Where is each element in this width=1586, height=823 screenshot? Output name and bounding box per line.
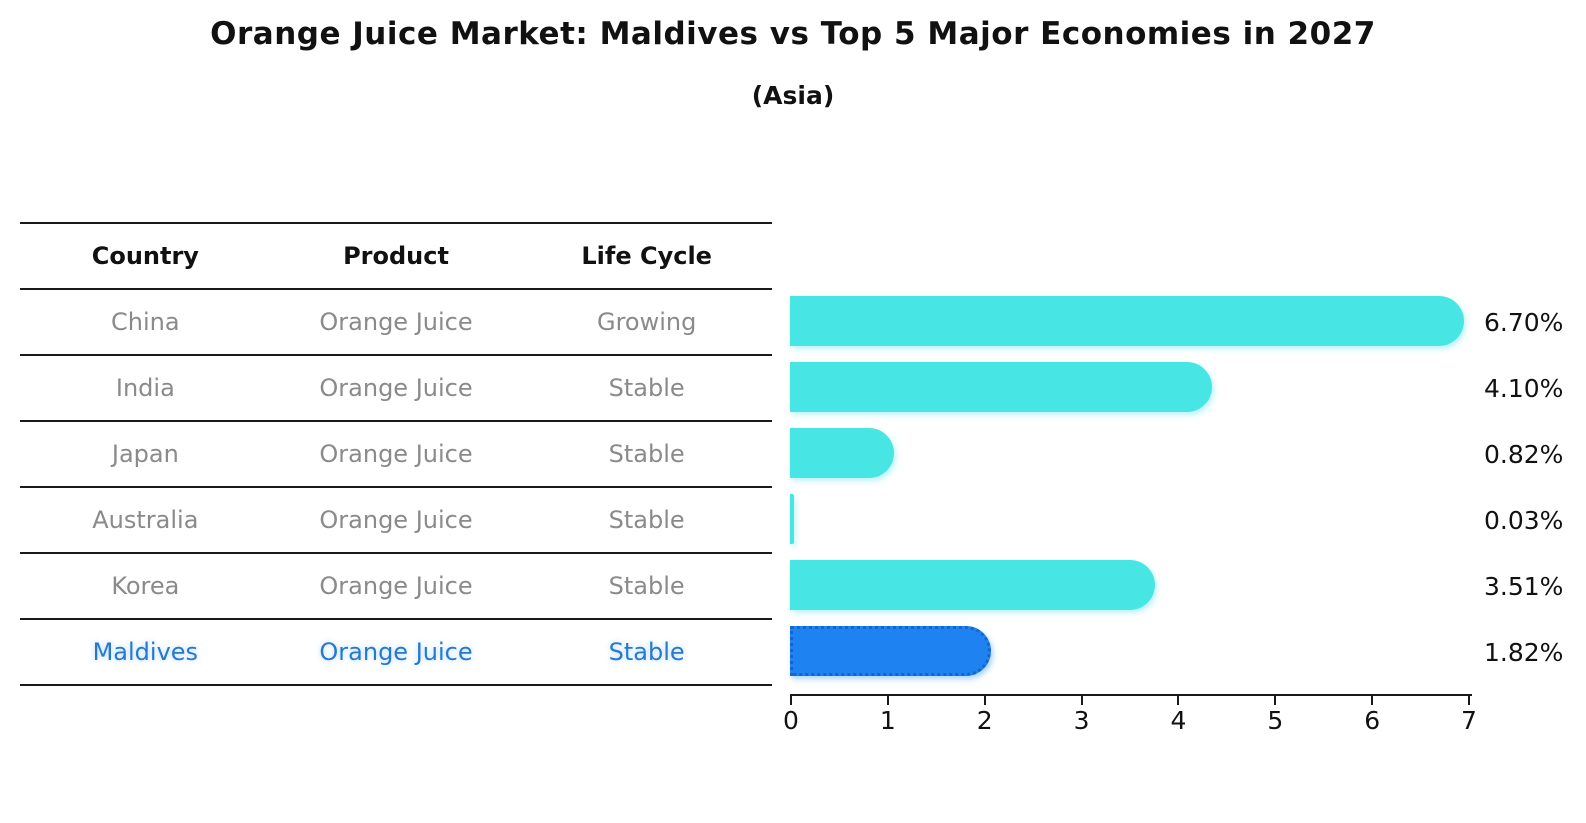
- table-cell-life-cycle: Stable: [608, 572, 685, 600]
- x-axis-tick: [983, 694, 986, 705]
- table-cell-life-cycle: Stable: [608, 506, 685, 534]
- table-cell-life-cycle: Stable: [608, 638, 685, 666]
- table-cell-life-cycle: Stable: [608, 440, 685, 468]
- x-axis-tick: [1468, 694, 1470, 705]
- bar-value-label: 6.70%: [1484, 308, 1564, 337]
- table-cell-country: China: [111, 308, 180, 336]
- table-rows: China Orange Juice Growing India Orange Juic…: [20, 288, 772, 684]
- table-cell-product: Orange Juice: [319, 638, 473, 666]
- x-axis-tick: [1080, 694, 1083, 705]
- table-cell-country: Korea: [111, 572, 180, 600]
- x-axis-tick: [1177, 694, 1180, 705]
- bar-australia: [790, 494, 794, 544]
- x-axis-tick-label: 6: [1364, 706, 1381, 735]
- x-axis-tick-label: 5: [1267, 706, 1284, 735]
- column-header-life-cycle: Life Cycle: [581, 242, 712, 270]
- bar-plot-area: [790, 288, 1470, 684]
- table-cell-life-cycle: Stable: [608, 374, 685, 402]
- table-row: India Orange Juice Stable: [20, 354, 772, 420]
- table-header-row: Country Product Life Cycle: [20, 222, 772, 288]
- x-axis-tick-label: 7: [1461, 706, 1477, 735]
- table-row: Korea Orange Juice Stable: [20, 552, 772, 618]
- bar-japan: [790, 428, 895, 478]
- x-axis-tick-label: 2: [976, 706, 993, 735]
- x-axis-tick-label: 1: [879, 706, 896, 735]
- table-row: China Orange Juice Growing: [20, 288, 772, 354]
- bar-value-label: 0.82%: [1484, 440, 1564, 469]
- table-cell-product: Orange Juice: [319, 506, 473, 534]
- bar-korea: [790, 560, 1155, 610]
- bar-value-label: 0.03%: [1484, 506, 1564, 535]
- table-cell-country: India: [115, 374, 175, 402]
- x-axis-tick-label: 0: [783, 706, 799, 735]
- bar-value-label: 4.10%: [1484, 374, 1564, 403]
- table-row: Japan Orange Juice Stable: [20, 420, 772, 486]
- table-cell-product: Orange Juice: [319, 374, 473, 402]
- bar-india: [790, 362, 1213, 412]
- column-header-country: Country: [91, 242, 199, 270]
- bar-value-labels: 6.70% 4.10% 0.82% 0.03% 3.51% 1.82%: [1484, 288, 1584, 684]
- table-cell-country: Australia: [92, 506, 199, 534]
- bar-china: [790, 296, 1464, 346]
- table-cell-country: Maldives: [92, 638, 199, 666]
- table-cell-product: Orange Juice: [319, 572, 473, 600]
- bar-maldives: [790, 626, 992, 676]
- x-axis-tick: [790, 694, 792, 705]
- bar-value-label: 1.82%: [1484, 638, 1564, 667]
- table-cell-product: Orange Juice: [319, 440, 473, 468]
- chart-subtitle: (Asia): [751, 81, 835, 110]
- x-axis-tick-label: 3: [1073, 706, 1090, 735]
- x-axis-tick: [1371, 694, 1374, 705]
- column-header-product: Product: [343, 242, 449, 270]
- table-cell-life-cycle: Growing: [596, 308, 697, 336]
- x-axis-tick: [1274, 694, 1277, 705]
- page-title: Orange Juice Market: Maldives vs Top 5 M…: [210, 16, 1376, 52]
- x-axis-line: [790, 694, 1472, 696]
- x-axis-tick-label: 4: [1170, 706, 1187, 735]
- bar-value-label: 3.51%: [1484, 572, 1564, 601]
- table-cell-product: Orange Juice: [319, 308, 473, 336]
- table-row: Australia Orange Juice Stable: [20, 486, 772, 552]
- table-row: Maldives Orange Juice Stable: [20, 618, 772, 684]
- country-table: Country Product Life Cycle China Orange J…: [20, 222, 772, 686]
- x-axis-tick: [886, 694, 889, 705]
- table-cell-country: Japan: [111, 440, 179, 468]
